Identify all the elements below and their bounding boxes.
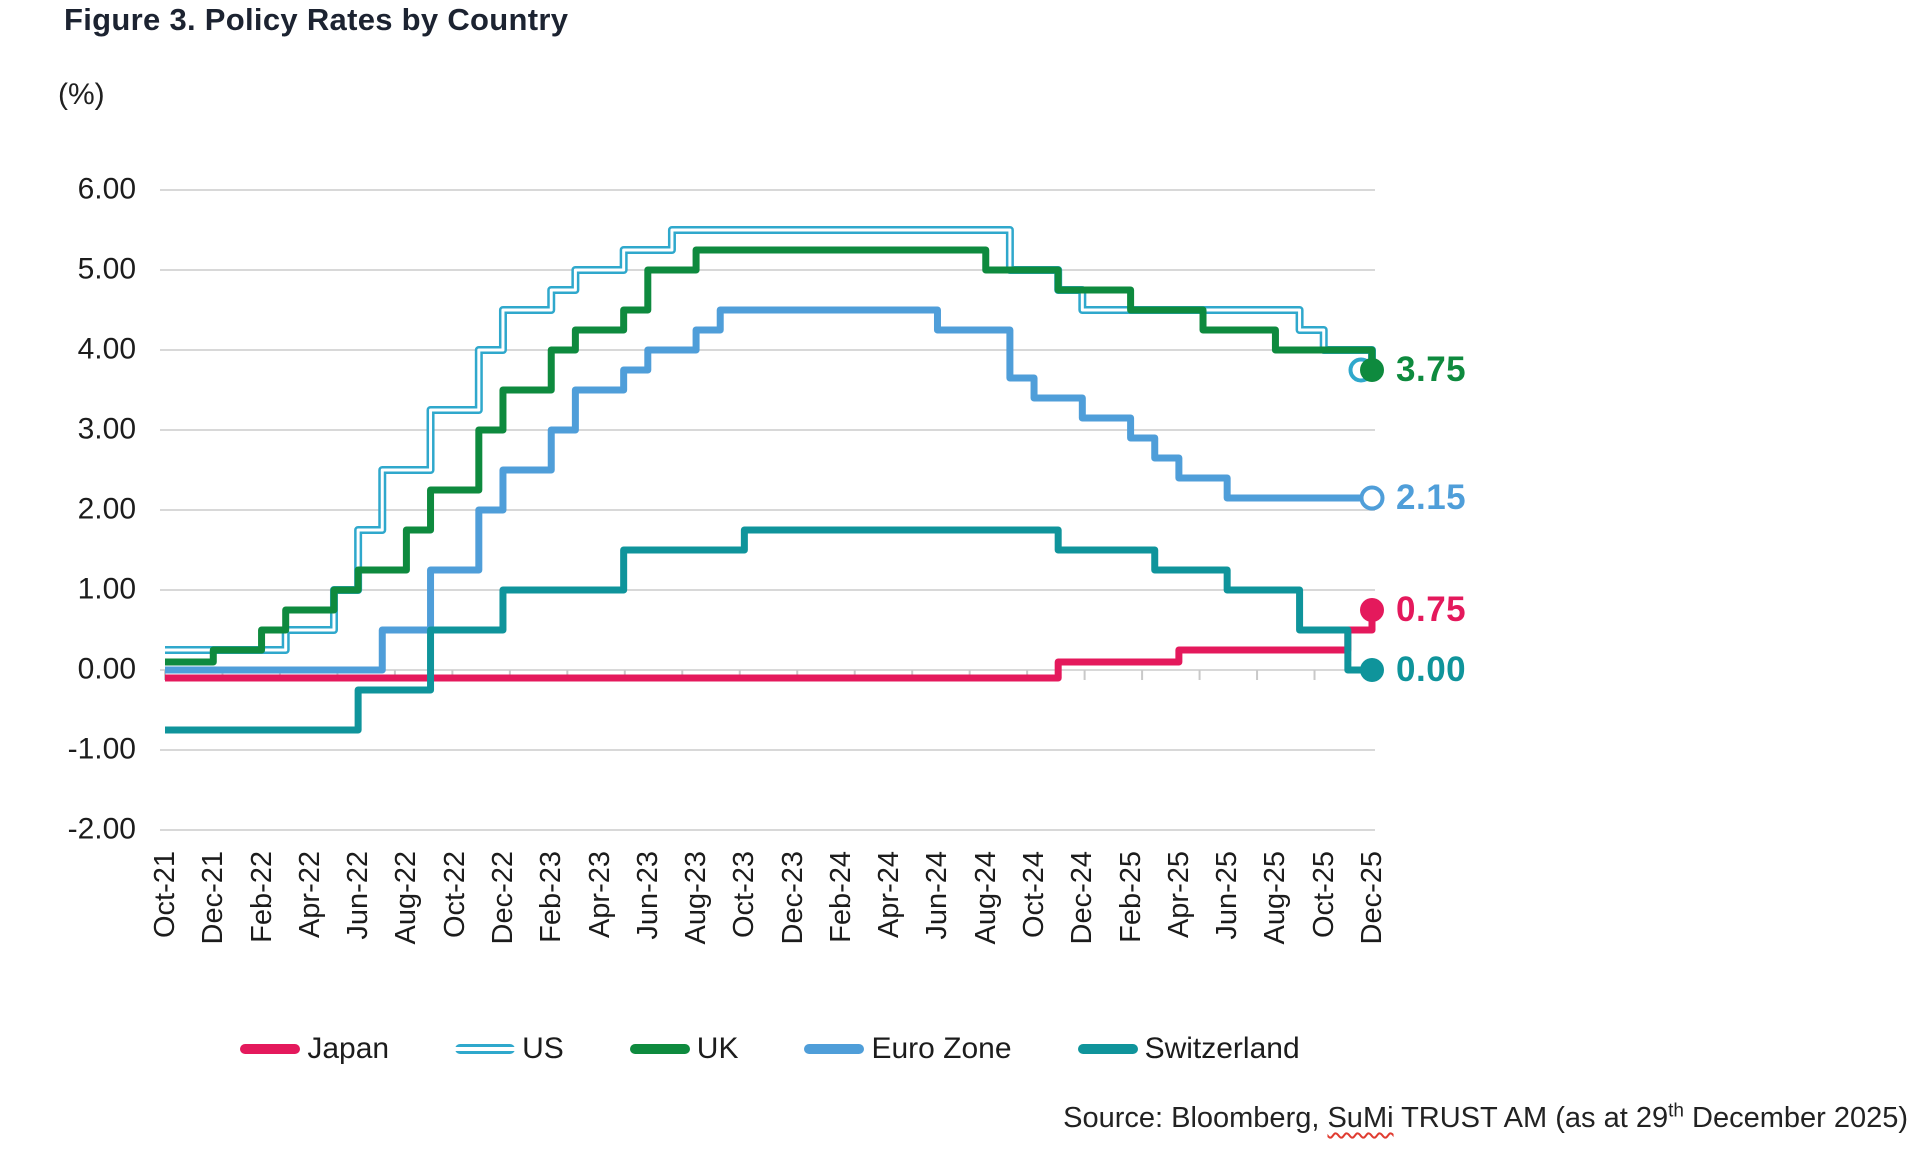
series-line-euro-zone — [165, 306, 1372, 674]
series-line-switzerland — [165, 526, 1372, 734]
legend: Japan US UK Euro Zone Switzerland — [165, 1026, 1375, 1072]
source-prefix: Source: Bloomberg, — [1063, 1102, 1328, 1134]
x-tick-label-Oct-22: Oct-22 — [438, 851, 471, 939]
legend-swatch-japan — [240, 1044, 301, 1054]
x-tick-label-Feb-22: Feb-22 — [245, 851, 278, 943]
y-tick-label-1.00: 1.00 — [77, 572, 136, 606]
end-marker-euro-zone — [1359, 485, 1385, 511]
figure-title: Figure 3. Policy Rates by Country — [64, 2, 569, 37]
legend-swatch-us — [455, 1044, 516, 1054]
legend-item-us: US — [455, 1032, 564, 1066]
x-tick-label-Feb-23: Feb-23 — [535, 851, 568, 943]
end-label-japan: 0.75 — [1396, 590, 1467, 629]
legend-label-us: US — [522, 1032, 564, 1065]
legend-swatch-euro-zone — [804, 1044, 865, 1054]
legend-label-euro-zone: Euro Zone — [871, 1032, 1012, 1065]
y-tick-label-4.00: 4.00 — [77, 332, 136, 366]
x-tick-label-Apr-23: Apr-23 — [583, 851, 616, 939]
x-tick-label-Oct-23: Oct-23 — [728, 851, 761, 939]
y-tick-label-6.00: 6.00 — [77, 172, 136, 206]
series-end-markers — [1348, 357, 1385, 682]
end-marker-japan — [1360, 598, 1384, 622]
x-tick-label-Aug-23: Aug-23 — [680, 851, 713, 945]
end-marker-uk — [1360, 358, 1384, 382]
x-tick-label-Apr-22: Apr-22 — [293, 851, 326, 939]
legend-item-switzerland: Switzerland — [1077, 1032, 1300, 1066]
source-sumi: SuMi — [1327, 1102, 1394, 1134]
source-superscript: th — [1668, 1100, 1684, 1122]
series-lines — [165, 226, 1376, 734]
x-tick-label-Feb-24: Feb-24 — [824, 851, 857, 943]
series-line-japan — [165, 610, 1376, 682]
legend-label-uk: UK — [696, 1032, 739, 1065]
x-tick-label-Jun-25: Jun-25 — [1211, 851, 1244, 940]
legend-label-switzerland: Switzerland — [1144, 1032, 1300, 1065]
x-tick-label-Oct-25: Oct-25 — [1307, 851, 1340, 939]
x-tick-label-Apr-24: Apr-24 — [873, 851, 906, 939]
x-tick-label-Jun-24: Jun-24 — [921, 851, 954, 940]
x-tick-label-Dec-21: Dec-21 — [197, 851, 230, 945]
x-tick-label-Jun-23: Jun-23 — [631, 851, 664, 940]
y-tick-label-2.00: 2.00 — [77, 492, 136, 526]
x-tick-label-Apr-25: Apr-25 — [1162, 851, 1195, 939]
y-axis-unit-label: (%) — [58, 78, 105, 111]
x-tick-label-Dec-25: Dec-25 — [1356, 851, 1388, 945]
legend-label-japan: Japan — [307, 1032, 390, 1065]
series-line-uk — [165, 246, 1376, 666]
legend-swatch-uk — [629, 1044, 690, 1054]
x-tick-label-Aug-24: Aug-24 — [969, 851, 1002, 945]
x-tick-label-Aug-22: Aug-22 — [390, 851, 423, 945]
x-tick-label-Oct-21: Oct-21 — [149, 851, 181, 939]
y-tick-label--2.00: -2.00 — [67, 812, 136, 846]
y-tick-label-3.00: 3.00 — [77, 412, 136, 446]
legend-swatch-switzerland — [1077, 1044, 1138, 1054]
x-tick-label-Oct-24: Oct-24 — [1018, 851, 1051, 939]
x-tick-label-Jun-22: Jun-22 — [342, 851, 375, 940]
gridlines — [160, 189, 1375, 831]
x-tick-label-Aug-25: Aug-25 — [1259, 851, 1292, 945]
end-marker-switzerland — [1360, 658, 1384, 682]
legend-item-uk: UK — [629, 1032, 739, 1066]
x-tick-label-Feb-25: Feb-25 — [1114, 851, 1147, 943]
y-tick-label-5.00: 5.00 — [77, 252, 136, 286]
y-tick-label--1.00: -1.00 — [67, 732, 136, 766]
source-middle: TRUST AM (as at 29 — [1393, 1102, 1669, 1134]
end-label-uk: 3.75 — [1396, 350, 1467, 389]
legend-item-japan: Japan — [240, 1032, 389, 1066]
x-tick-label-Dec-24: Dec-24 — [1066, 851, 1099, 945]
source-suffix: December 2025) — [1683, 1102, 1908, 1134]
source-note: Source: Bloomberg, SuMi TRUST AM (as at … — [1063, 1100, 1908, 1135]
end-label-switzerland: 0.00 — [1396, 650, 1467, 689]
x-tick-label-Dec-22: Dec-22 — [486, 851, 519, 945]
x-tick-label-Dec-23: Dec-23 — [776, 851, 809, 945]
y-tick-label-0.00: 0.00 — [77, 652, 136, 686]
legend-item-euro-zone: Euro Zone — [804, 1032, 1012, 1066]
end-label-euro-zone: 2.15 — [1396, 478, 1467, 517]
